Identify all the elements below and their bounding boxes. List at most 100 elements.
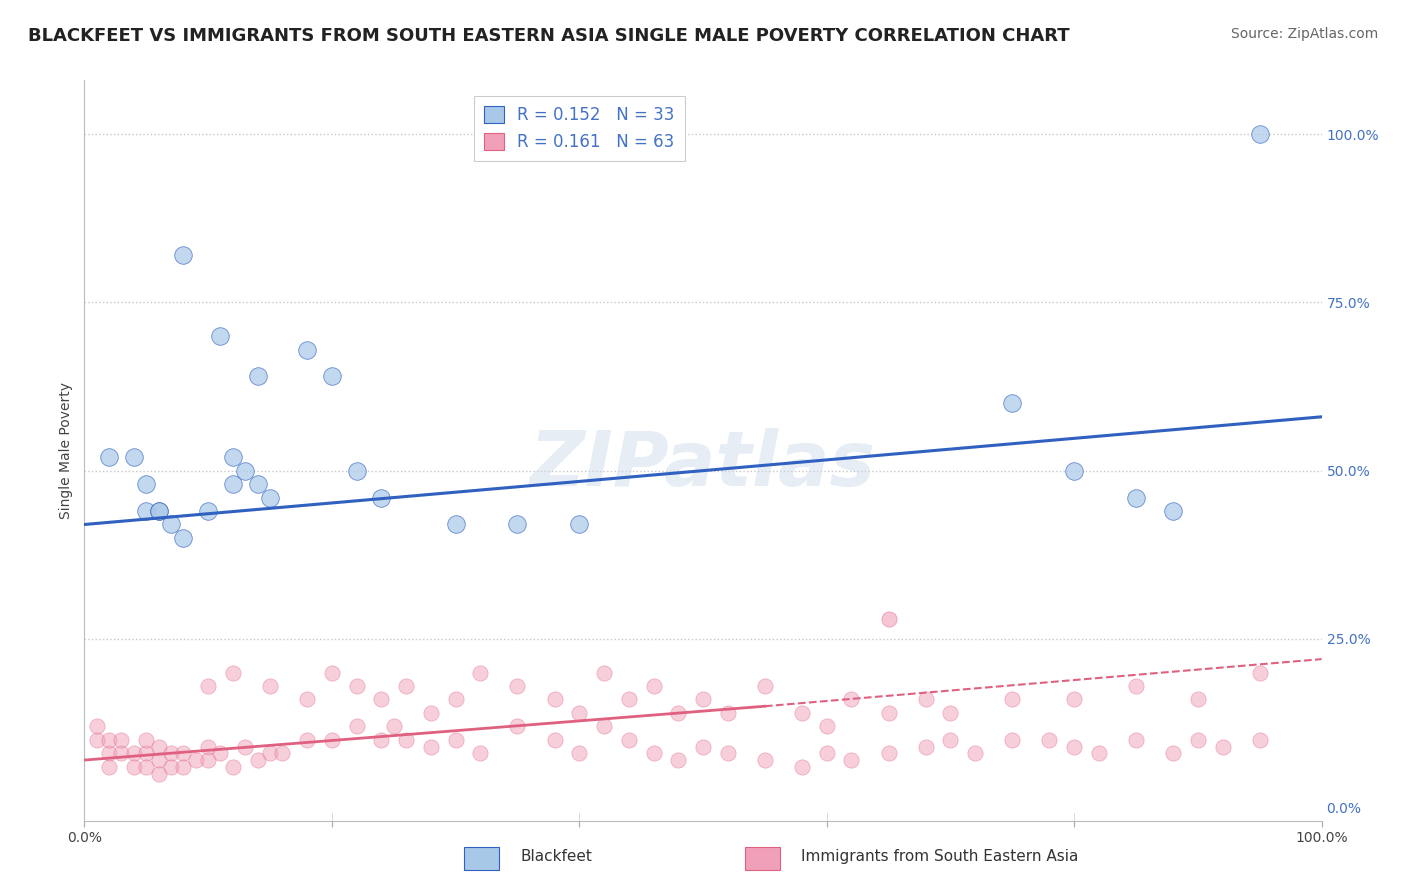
Point	[382, 719, 405, 733]
Point	[271, 747, 294, 761]
Text: Source: ZipAtlas.com: Source: ZipAtlas.com	[1230, 27, 1378, 41]
Point	[98, 760, 121, 774]
Point	[233, 464, 256, 478]
Point	[86, 732, 108, 747]
Point	[568, 747, 591, 761]
Point	[506, 679, 529, 693]
Point	[790, 706, 813, 720]
Point	[98, 732, 121, 747]
Point	[1187, 732, 1209, 747]
Point	[370, 732, 392, 747]
Point	[370, 692, 392, 706]
Point	[160, 747, 183, 761]
Point	[754, 753, 776, 767]
Point	[122, 747, 145, 761]
Point	[543, 692, 565, 706]
Point	[222, 477, 245, 491]
Point	[148, 739, 170, 754]
Point	[295, 732, 318, 747]
Point	[148, 766, 170, 780]
Point	[135, 477, 157, 491]
Point	[172, 760, 194, 774]
Point	[222, 665, 245, 680]
Point	[1063, 739, 1085, 754]
Point	[419, 739, 441, 754]
Point	[135, 747, 157, 761]
Point	[209, 329, 232, 343]
Point	[160, 517, 183, 532]
Point	[877, 747, 900, 761]
Point	[1125, 679, 1147, 693]
Point	[1187, 692, 1209, 706]
Point	[543, 732, 565, 747]
Point	[841, 753, 863, 767]
Point	[1001, 732, 1024, 747]
Point	[321, 732, 343, 747]
Text: Blackfeet: Blackfeet	[520, 849, 592, 863]
Point	[815, 719, 838, 733]
Point	[160, 760, 183, 774]
Point	[506, 517, 529, 532]
Text: Immigrants from South Eastern Asia: Immigrants from South Eastern Asia	[801, 849, 1078, 863]
Point	[346, 719, 368, 733]
Point	[1161, 504, 1184, 518]
Point	[790, 760, 813, 774]
Point	[643, 747, 665, 761]
Point	[98, 747, 121, 761]
Point	[148, 504, 170, 518]
Point	[593, 665, 616, 680]
Point	[246, 753, 269, 767]
Point	[172, 531, 194, 545]
Point	[197, 753, 219, 767]
Point	[939, 732, 962, 747]
Point	[395, 732, 418, 747]
Point	[914, 692, 936, 706]
Point	[1249, 732, 1271, 747]
Point	[717, 747, 740, 761]
Point	[877, 706, 900, 720]
Point	[1125, 491, 1147, 505]
Point	[197, 739, 219, 754]
Point	[122, 450, 145, 465]
Point	[1212, 739, 1234, 754]
Point	[222, 760, 245, 774]
Point	[877, 612, 900, 626]
Point	[197, 504, 219, 518]
Point	[1063, 464, 1085, 478]
Point	[419, 706, 441, 720]
Point	[1001, 692, 1024, 706]
Point	[233, 739, 256, 754]
Point	[86, 719, 108, 733]
Point	[1161, 747, 1184, 761]
Point	[110, 747, 132, 761]
Point	[1038, 732, 1060, 747]
Point	[717, 706, 740, 720]
Point	[122, 760, 145, 774]
Point	[321, 369, 343, 384]
Point	[1088, 747, 1111, 761]
Point	[506, 719, 529, 733]
Legend: R = 0.152   N = 33, R = 0.161   N = 63: R = 0.152 N = 33, R = 0.161 N = 63	[474, 96, 685, 161]
Point	[172, 248, 194, 262]
Point	[295, 692, 318, 706]
Point	[617, 732, 640, 747]
Point	[593, 719, 616, 733]
Point	[470, 665, 492, 680]
Point	[965, 747, 987, 761]
Point	[1249, 127, 1271, 141]
Point	[666, 706, 689, 720]
Point	[259, 747, 281, 761]
Point	[110, 732, 132, 747]
Point	[148, 753, 170, 767]
Point	[617, 692, 640, 706]
Point	[148, 504, 170, 518]
Point	[135, 504, 157, 518]
Point	[172, 747, 194, 761]
Point	[939, 706, 962, 720]
Point	[1063, 692, 1085, 706]
Text: BLACKFEET VS IMMIGRANTS FROM SOUTH EASTERN ASIA SINGLE MALE POVERTY CORRELATION : BLACKFEET VS IMMIGRANTS FROM SOUTH EASTE…	[28, 27, 1070, 45]
Point	[395, 679, 418, 693]
Point	[346, 464, 368, 478]
Point	[98, 450, 121, 465]
Point	[444, 517, 467, 532]
